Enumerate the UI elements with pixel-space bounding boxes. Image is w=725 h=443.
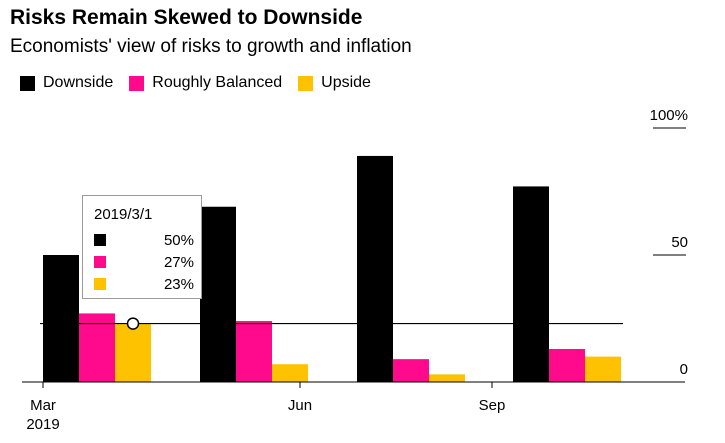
y-tick-label-100: 100% [650, 107, 688, 124]
tooltip-swatch-downside [94, 234, 106, 246]
legend-label-roughly-balanced: Roughly Balanced [152, 74, 283, 91]
bar-roughly-balanced-2[interactable] [236, 321, 272, 382]
tooltip-date: 2019/3/1 [94, 206, 153, 223]
y-tick-label-50: 50 [671, 234, 688, 251]
bar-roughly-balanced-4[interactable] [549, 348, 585, 382]
data-tooltip: 2019/3/1 50% 27% 23% [82, 195, 202, 299]
x-tick-label-sep: Sep [479, 397, 506, 414]
legend-swatch-upside [298, 75, 314, 91]
legend-swatch-downside [20, 75, 35, 91]
bar-upside-1[interactable] [115, 323, 151, 382]
chart-subtitle: Economists' view of risks to growth and … [10, 36, 412, 57]
legend-item-upside[interactable]: Upside [298, 74, 371, 92]
legend: Downside Roughly Balanced Upside [20, 73, 387, 93]
tooltip-value-roughly-balanced: 27% [163, 254, 194, 271]
tooltip-row-downside: 50% [94, 232, 194, 250]
highlight-marker [126, 317, 140, 330]
legend-label-downside: Downside [43, 74, 114, 91]
bar-roughly-balanced-1[interactable] [79, 313, 115, 382]
tooltip-swatch-roughly-balanced [94, 256, 106, 268]
bar-roughly-balanced-3[interactable] [393, 359, 429, 382]
tooltip-swatch-upside [94, 278, 106, 290]
tooltip-row-upside: 23% [94, 276, 194, 294]
tooltip-row-roughly-balanced: 27% [94, 254, 194, 272]
legend-swatch-roughly-balanced [129, 75, 145, 91]
y-tick-label-0: 0 [680, 361, 688, 378]
chart-title: Risks Remain Skewed to Downside [10, 6, 363, 29]
bar-upside-2[interactable] [272, 364, 308, 382]
bar-upside-4[interactable] [585, 356, 621, 382]
legend-item-roughly-balanced[interactable]: Roughly Balanced [129, 74, 282, 92]
x-tick-sublabel-2019: 2019 [26, 416, 59, 433]
bar-downside-4[interactable] [513, 186, 549, 382]
tooltip-value-downside: 50% [163, 232, 194, 249]
bar-downside-3[interactable] [357, 155, 393, 382]
x-tick-label-mar: Mar [30, 397, 56, 414]
bar-upside-3[interactable] [429, 374, 465, 382]
legend-item-downside[interactable]: Downside [20, 74, 113, 92]
bar-downside-1[interactable] [43, 255, 79, 382]
x-tick-label-jun: Jun [288, 397, 312, 414]
legend-label-upside: Upside [321, 74, 371, 91]
bar-downside-2[interactable] [200, 206, 236, 382]
tooltip-value-upside: 23% [163, 276, 194, 293]
